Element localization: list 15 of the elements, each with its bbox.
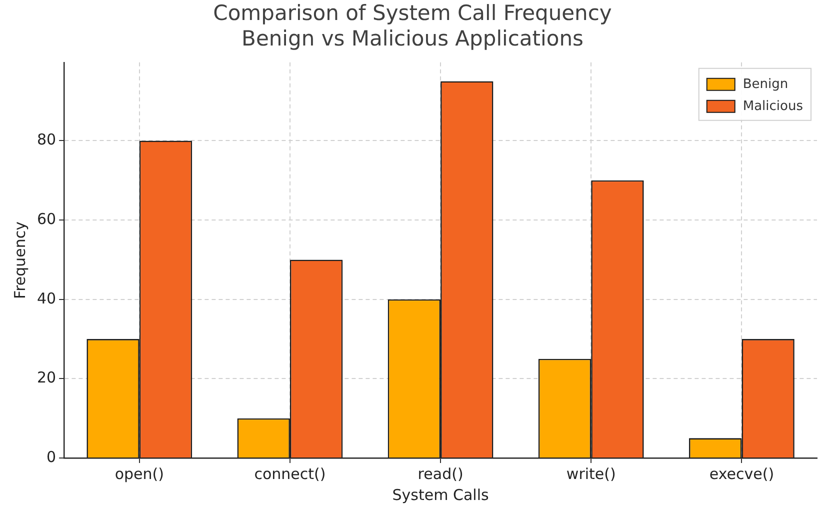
x-tick-label: read() bbox=[418, 464, 464, 483]
y-tick-label: 20 bbox=[36, 368, 56, 387]
y-tick-label: 80 bbox=[36, 130, 56, 149]
y-tick-label: 60 bbox=[36, 210, 56, 228]
y-axis-title: Frequency bbox=[10, 221, 29, 299]
chart-title: Comparison of System Call Frequency Benign vs Malicious Applications bbox=[213, 1, 612, 50]
y-tick-label: 40 bbox=[36, 289, 56, 308]
x-tick-label: write() bbox=[566, 464, 616, 483]
y-tick-label: 0 bbox=[46, 448, 56, 466]
x-tick-label: connect() bbox=[254, 464, 326, 483]
x-tick-label: execve() bbox=[709, 464, 774, 483]
legend-label: Malicious bbox=[742, 98, 804, 114]
x-axis-title: System Calls bbox=[392, 486, 489, 504]
x-tick-label: open() bbox=[114, 464, 164, 483]
legend-label: Benign bbox=[742, 76, 788, 92]
